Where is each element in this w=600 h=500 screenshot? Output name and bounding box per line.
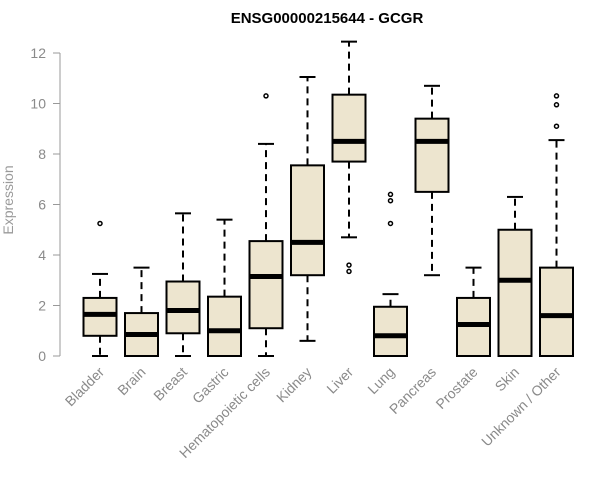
box-2 — [124, 266, 159, 358]
y-tick-label: 8 — [38, 146, 46, 162]
box-body — [207, 295, 242, 358]
outlier-point — [387, 220, 394, 227]
box-11 — [497, 195, 533, 357]
outlier-point — [346, 262, 352, 268]
y-tick-label: 2 — [38, 298, 46, 314]
box-body — [414, 117, 450, 193]
outlier-point — [553, 102, 560, 108]
x-category-label: Prostate — [432, 364, 480, 412]
box-body — [165, 280, 201, 335]
box-3 — [165, 212, 201, 357]
outlier-point — [387, 197, 394, 204]
x-category-label: Unknown / Other — [478, 364, 564, 450]
box-body — [456, 296, 491, 357]
box-body — [373, 305, 408, 358]
box-8 — [373, 191, 408, 358]
outlier-point — [263, 93, 269, 99]
outlier-point — [553, 93, 560, 99]
x-category-label: Kidney — [273, 364, 315, 406]
outlier-point — [387, 191, 394, 198]
box-7 — [331, 40, 367, 275]
x-category-label: Liver — [323, 364, 356, 397]
y-tick-label: 12 — [30, 45, 46, 61]
x-category-label: Brain — [114, 364, 148, 398]
outlier-point — [97, 220, 103, 227]
box-body — [82, 296, 118, 337]
box-6 — [290, 75, 325, 342]
chart-title: ENSG00000215644 - GCGR — [231, 10, 424, 27]
box-9 — [414, 84, 450, 277]
box-10 — [456, 266, 491, 357]
box-4 — [207, 218, 242, 358]
box-body — [497, 228, 533, 357]
x-category-label: Skin — [492, 364, 523, 395]
x-category-label: Lung — [364, 364, 397, 397]
y-tick-label: 4 — [38, 247, 46, 263]
y-tick-label: 0 — [38, 348, 46, 364]
box-body — [539, 266, 574, 357]
outlier-point — [553, 123, 560, 129]
outlier-point — [346, 268, 352, 275]
y-axis: 0 2 4 6 8 10 12 — [30, 45, 61, 364]
y-tick-label: 6 — [38, 197, 46, 213]
y-axis-label: Expression — [0, 165, 16, 234]
x-category-label: Breast — [150, 364, 190, 404]
box-1 — [82, 220, 118, 357]
box-body — [331, 93, 367, 163]
box-body — [248, 240, 284, 330]
boxes-group — [82, 40, 574, 358]
y-tick-label: 10 — [30, 96, 46, 112]
box-12 — [539, 93, 574, 357]
box-body — [290, 164, 325, 277]
box-5 — [248, 93, 284, 357]
x-category-label: Bladder — [62, 364, 108, 410]
